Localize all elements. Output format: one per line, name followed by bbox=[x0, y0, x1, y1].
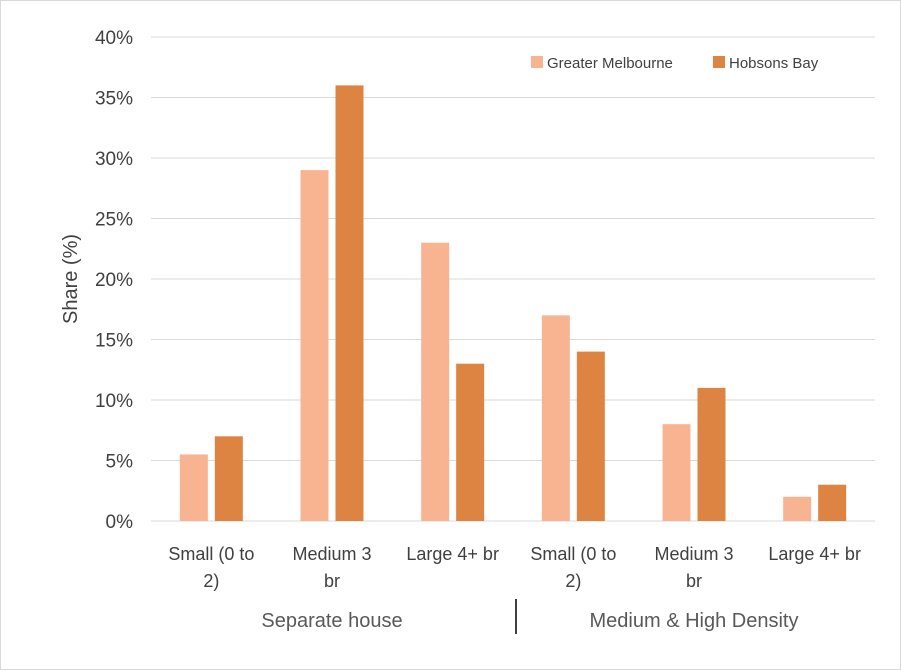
legend: Greater Melbourne Hobsons Bay bbox=[531, 55, 819, 72]
x-category-label: Large 4+ br bbox=[768, 544, 861, 564]
x-category-label: Small (0 to bbox=[530, 544, 616, 564]
y-tick-label: 10% bbox=[95, 391, 133, 412]
x-category-label: Medium 3 bbox=[654, 544, 733, 564]
gridlines bbox=[151, 36, 875, 522]
bar-hobsons-bay-2 bbox=[335, 85, 364, 522]
legend-label: Hobsons Bay bbox=[729, 55, 819, 72]
x-axis-categories: Small (0 to 2) Medium 3 br Large 4+ br Small … bbox=[168, 544, 861, 591]
y-tick-label: 15% bbox=[95, 331, 133, 352]
x-category-label: Large 4+ br bbox=[406, 544, 499, 564]
x-group-label: Medium & High Density bbox=[590, 610, 799, 632]
bar-greater-melbourne-4 bbox=[541, 315, 570, 521]
bar-hobsons-bay-6 bbox=[818, 484, 847, 521]
y-tick-label: 25% bbox=[95, 210, 133, 231]
y-tick-label: 0% bbox=[106, 512, 134, 533]
x-category-label: Small (0 to bbox=[168, 544, 254, 564]
legend-label: Greater Melbourne bbox=[547, 55, 673, 72]
x-category-label: 2) bbox=[203, 571, 219, 591]
y-tick-label: 30% bbox=[95, 149, 133, 170]
bar-hobsons-bay-1 bbox=[214, 436, 243, 521]
bar-greater-melbourne-5 bbox=[662, 424, 691, 521]
y-tick-label: 40% bbox=[95, 28, 133, 49]
x-category-label: br bbox=[686, 571, 702, 591]
bar-greater-melbourne-2 bbox=[300, 170, 329, 521]
bar-hobsons-bay-4 bbox=[576, 351, 605, 521]
y-tick-label: 35% bbox=[95, 89, 133, 110]
y-tick-label: 5% bbox=[106, 452, 134, 473]
legend-swatch-hobsons-bay bbox=[713, 56, 725, 68]
bar-hobsons-bay-5 bbox=[697, 387, 726, 521]
x-category-label: br bbox=[324, 571, 340, 591]
bars bbox=[179, 85, 847, 522]
bar-greater-melbourne-1 bbox=[179, 454, 208, 521]
y-axis-ticks: 0% 5% 10% 15% 20% 25% 30% 35% 40% bbox=[95, 28, 133, 533]
y-tick-label: 20% bbox=[95, 270, 133, 291]
x-category-label: Medium 3 bbox=[292, 544, 371, 564]
bar-hobsons-bay-3 bbox=[456, 363, 485, 521]
y-axis-label: Share (%) bbox=[60, 234, 82, 324]
x-axis-groups: Separate house Medium & High Density bbox=[261, 610, 798, 632]
legend-swatch-greater-melbourne bbox=[531, 56, 543, 68]
x-category-label: 2) bbox=[565, 571, 581, 591]
bar-greater-melbourne-6 bbox=[783, 496, 812, 521]
x-group-label: Separate house bbox=[261, 610, 402, 632]
bar-greater-melbourne-3 bbox=[421, 242, 450, 521]
